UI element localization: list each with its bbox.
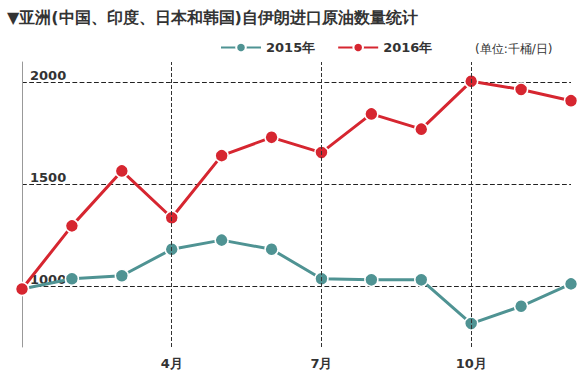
svg-text:2015年: 2015年 bbox=[266, 40, 315, 55]
svg-text:4月: 4月 bbox=[161, 356, 183, 371]
svg-text:1500: 1500 bbox=[30, 170, 66, 185]
svg-text:▼亚洲(中国、印度、日本和韩国)自伊朗进口原油数量统计: ▼亚洲(中国、印度、日本和韩国)自伊朗进口原油数量统计 bbox=[7, 8, 418, 27]
svg-text:7月: 7月 bbox=[310, 356, 332, 371]
svg-text:10月: 10月 bbox=[456, 356, 487, 371]
svg-text:1000: 1000 bbox=[30, 271, 67, 287]
svg-text:(单位:千桶/日): (单位:千桶/日) bbox=[475, 42, 552, 56]
svg-text:2016年: 2016年 bbox=[383, 40, 432, 55]
svg-text:2000: 2000 bbox=[30, 68, 66, 83]
